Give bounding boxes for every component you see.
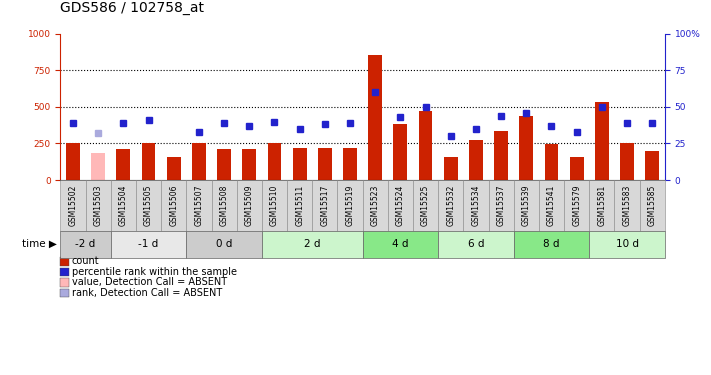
Text: count: count — [72, 256, 100, 266]
Text: GSM15504: GSM15504 — [119, 184, 128, 226]
Bar — [444, 158, 458, 180]
Text: GDS586 / 102758_at: GDS586 / 102758_at — [60, 1, 205, 15]
Bar — [646, 151, 659, 180]
Text: GSM15511: GSM15511 — [295, 185, 304, 226]
Bar — [167, 157, 181, 180]
Text: 8 d: 8 d — [543, 239, 560, 249]
Bar — [343, 148, 357, 180]
Text: value, Detection Call = ABSENT: value, Detection Call = ABSENT — [72, 278, 227, 287]
Text: GSM15502: GSM15502 — [68, 184, 77, 226]
Bar — [595, 102, 609, 180]
Text: GSM15534: GSM15534 — [471, 184, 481, 226]
Text: GSM15585: GSM15585 — [648, 184, 657, 226]
Text: GSM15503: GSM15503 — [94, 184, 102, 226]
Text: GSM15506: GSM15506 — [169, 184, 178, 226]
Text: GSM15517: GSM15517 — [321, 184, 329, 226]
Bar — [141, 143, 156, 180]
Text: rank, Detection Call = ABSENT: rank, Detection Call = ABSENT — [72, 288, 222, 298]
Bar — [242, 148, 256, 180]
Bar — [91, 153, 105, 180]
Text: GSM15537: GSM15537 — [496, 184, 506, 226]
Text: GSM15532: GSM15532 — [447, 184, 455, 226]
Text: GSM15519: GSM15519 — [346, 184, 355, 226]
Text: GSM15508: GSM15508 — [220, 184, 229, 226]
Text: GSM15579: GSM15579 — [572, 184, 581, 226]
Text: -2 d: -2 d — [75, 239, 96, 249]
Bar — [318, 148, 332, 180]
Bar — [117, 148, 130, 180]
Text: 10 d: 10 d — [616, 239, 638, 249]
Text: GSM15583: GSM15583 — [623, 184, 631, 226]
Text: GSM15539: GSM15539 — [522, 184, 531, 226]
Text: GSM15525: GSM15525 — [421, 184, 430, 226]
Text: GSM15541: GSM15541 — [547, 184, 556, 226]
Bar — [393, 124, 407, 180]
Text: 2 d: 2 d — [304, 239, 321, 249]
Text: GSM15524: GSM15524 — [396, 184, 405, 226]
Bar — [368, 55, 382, 180]
Text: 4 d: 4 d — [392, 239, 409, 249]
Text: GSM15523: GSM15523 — [370, 184, 380, 226]
Bar — [519, 116, 533, 180]
Text: 6 d: 6 d — [468, 239, 484, 249]
Bar — [192, 143, 206, 180]
Bar — [545, 144, 558, 180]
Bar — [494, 131, 508, 180]
Bar — [293, 148, 306, 180]
Text: percentile rank within the sample: percentile rank within the sample — [72, 267, 237, 277]
Bar — [570, 158, 584, 180]
Bar — [419, 111, 432, 180]
Bar — [620, 143, 634, 180]
Bar — [267, 144, 282, 180]
Text: GSM15505: GSM15505 — [144, 184, 153, 226]
Text: -1 d: -1 d — [139, 239, 159, 249]
Text: GSM15510: GSM15510 — [270, 184, 279, 226]
Text: 0 d: 0 d — [216, 239, 232, 249]
Bar — [469, 140, 483, 180]
Bar — [66, 143, 80, 180]
Text: GSM15509: GSM15509 — [245, 184, 254, 226]
Text: time ▶: time ▶ — [22, 239, 57, 249]
Text: GSM15581: GSM15581 — [597, 185, 606, 226]
Bar — [217, 148, 231, 180]
Text: GSM15507: GSM15507 — [194, 184, 203, 226]
